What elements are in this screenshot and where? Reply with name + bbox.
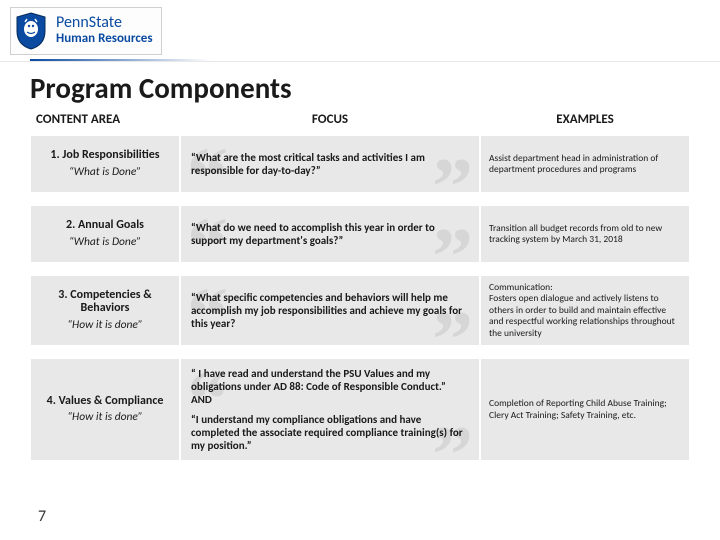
col-header-examples: EXAMPLES bbox=[480, 112, 690, 127]
page-title: Program Components bbox=[30, 70, 690, 106]
focus-cell: “ “What do we need to accomplish this ye… bbox=[180, 205, 480, 263]
table-row: 3. Competencies & Behaviors “How it is d… bbox=[30, 275, 690, 346]
focus-text: “ I have read and understand the PSU Val… bbox=[191, 367, 469, 407]
brand-logo-box: PennState Human Resources bbox=[10, 7, 162, 55]
slide-body: Program Components CONTENT AREA FOCUS EX… bbox=[0, 62, 720, 461]
focus-text: “What specific competencies and behavior… bbox=[191, 291, 469, 331]
quote-close-icon: ” bbox=[432, 245, 473, 270]
content-title: 1. Job Responsibilities bbox=[39, 149, 171, 163]
focus-text: “What do we need to accomplish this year… bbox=[191, 221, 469, 247]
content-subtitle: “What is Done” bbox=[39, 235, 171, 249]
content-subtitle: “What is Done” bbox=[39, 165, 171, 179]
quote-close-icon: ” bbox=[432, 175, 473, 200]
content-title: 4. Values & Compliance bbox=[39, 395, 171, 409]
page-number: 7 bbox=[38, 507, 46, 526]
example-cell: Transition all budget records from old t… bbox=[480, 205, 690, 263]
header: PennState Human Resources bbox=[0, 0, 720, 62]
content-area-cell: 1. Job Responsibilities “What is Done” bbox=[30, 135, 180, 193]
focus-cell: “ “ I have read and understand the PSU V… bbox=[180, 358, 480, 461]
example-cell: Completion of Reporting Child Abuse Trai… bbox=[480, 358, 690, 461]
brand-text: PennState Human Resources bbox=[56, 15, 153, 45]
example-text: Communication: Fosters open dialogue and… bbox=[489, 282, 681, 339]
column-headers: CONTENT AREA FOCUS EXAMPLES bbox=[30, 112, 690, 127]
content-area-cell: 4. Values & Compliance “How it is done” bbox=[30, 358, 180, 461]
brand-name: PennState bbox=[56, 15, 153, 32]
brand-dept: Human Resources bbox=[56, 32, 153, 46]
header-divider bbox=[30, 59, 230, 61]
example-cell: Communication: Fosters open dialogue and… bbox=[480, 275, 690, 346]
col-header-focus: FOCUS bbox=[180, 112, 480, 127]
content-subtitle: “How it is done” bbox=[39, 410, 171, 424]
example-text: Assist department head in administration… bbox=[489, 153, 681, 176]
example-text: Completion of Reporting Child Abuse Trai… bbox=[489, 398, 681, 421]
content-title: 2. Annual Goals bbox=[39, 219, 171, 233]
table-row: 2. Annual Goals “What is Done” “ “What d… bbox=[30, 205, 690, 263]
table-row: 4. Values & Compliance “How it is done” … bbox=[30, 358, 690, 461]
focus-text-2: “I understand my compliance obligations … bbox=[191, 413, 469, 453]
focus-text: “What are the most critical tasks and ac… bbox=[191, 151, 469, 177]
content-title: 3. Competencies & Behaviors bbox=[39, 289, 171, 317]
rows-container: 1. Job Responsibilities “What is Done” “… bbox=[30, 135, 690, 461]
pennstate-shield-icon bbox=[14, 11, 48, 51]
content-area-cell: 2. Annual Goals “What is Done” bbox=[30, 205, 180, 263]
table-row: 1. Job Responsibilities “What is Done” “… bbox=[30, 135, 690, 193]
quote-close-icon: ” bbox=[432, 328, 473, 353]
col-header-content: CONTENT AREA bbox=[30, 112, 180, 127]
content-subtitle: “How it is done” bbox=[39, 318, 171, 332]
focus-cell: “ “What are the most critical tasks and … bbox=[180, 135, 480, 193]
content-area-cell: 3. Competencies & Behaviors “How it is d… bbox=[30, 275, 180, 346]
example-text: Transition all budget records from old t… bbox=[489, 223, 681, 246]
example-cell: Assist department head in administration… bbox=[480, 135, 690, 193]
